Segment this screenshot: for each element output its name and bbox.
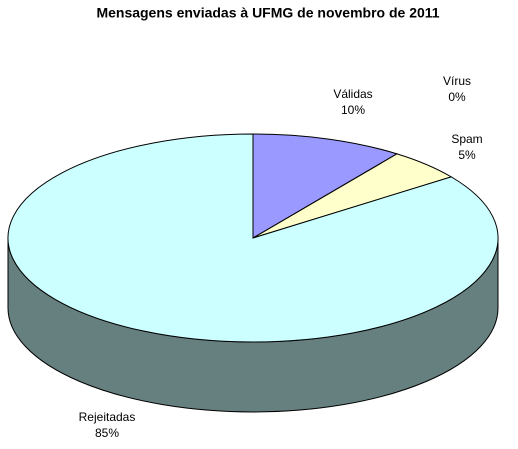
slice-value-label: 5%	[458, 148, 476, 162]
slice-value-label: 0%	[448, 90, 466, 104]
slice-label: Vírus	[443, 74, 471, 88]
slice-label: Rejeitadas	[79, 410, 136, 424]
slice-value-label: 10%	[341, 103, 365, 117]
slice-label: Spam	[451, 132, 482, 146]
slice-value-label: 85%	[95, 426, 119, 440]
slice	[252, 133, 399, 239]
slice	[7, 133, 499, 343]
slice-label: Válidas	[333, 87, 372, 101]
chart-title: Mensagens enviadas à UFMG de novembro de…	[96, 5, 439, 21]
